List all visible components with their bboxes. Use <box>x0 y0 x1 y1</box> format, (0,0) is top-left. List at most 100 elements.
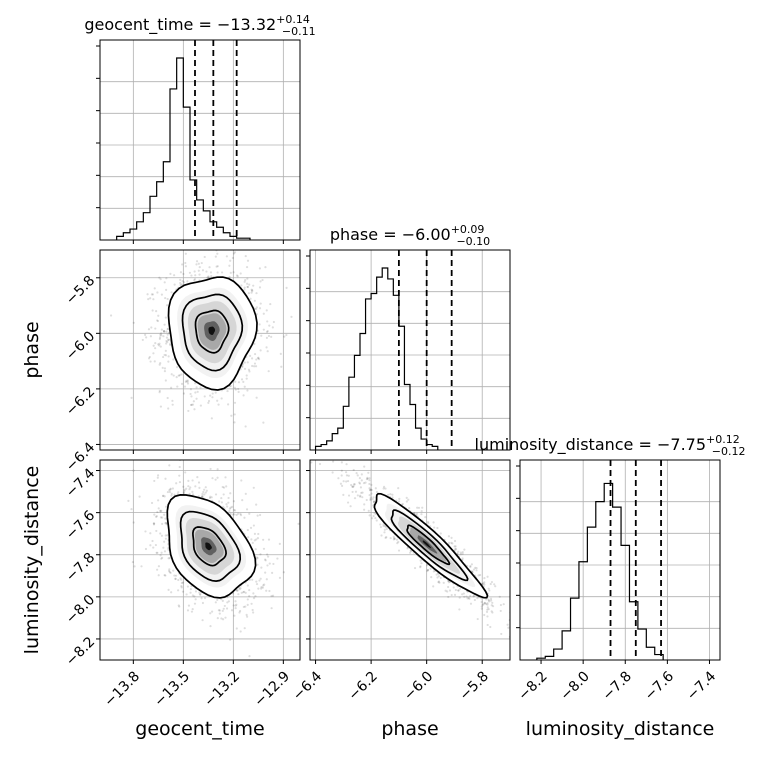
scatter-point <box>487 599 490 602</box>
scatter-point <box>163 367 167 370</box>
scatter-point <box>262 421 265 424</box>
scatter-point <box>427 522 430 525</box>
scatter-point <box>258 579 261 582</box>
scatter-point <box>467 596 470 599</box>
scatter-point <box>242 605 245 609</box>
hist-bin <box>332 434 338 450</box>
scatter-point <box>152 352 155 355</box>
scatter-point <box>225 503 228 506</box>
scatter-point <box>226 505 229 508</box>
contour-line <box>192 526 227 567</box>
scatter-point <box>152 344 155 347</box>
scatter-point <box>368 514 371 517</box>
scatter-point <box>156 319 159 322</box>
scatter-point <box>162 330 166 333</box>
scatter-point <box>160 293 164 296</box>
scatter-point <box>198 591 201 594</box>
scatter-point <box>163 281 166 284</box>
scatter-point <box>216 476 219 479</box>
scatter-point <box>156 551 159 554</box>
scatter-point <box>256 514 259 517</box>
hist-bin <box>143 213 150 240</box>
scatter-point <box>163 573 166 577</box>
scatter-point <box>159 532 162 535</box>
scatter-point <box>216 265 219 268</box>
scatter-point <box>220 397 223 400</box>
scatter-point <box>175 376 178 379</box>
scatter-point <box>159 362 162 365</box>
hist-bin <box>621 545 629 660</box>
scatter-point <box>247 292 250 295</box>
scatter-point <box>220 271 224 274</box>
scatter-point <box>437 575 441 578</box>
scatter-point <box>216 399 219 402</box>
scatter-point <box>361 491 364 494</box>
scatter-point <box>152 522 155 525</box>
scatter-point <box>187 409 190 413</box>
scatter-point <box>261 586 264 589</box>
scatter-point <box>158 276 161 279</box>
scatter-point <box>163 540 166 543</box>
x-tick-label: −7.8 <box>600 668 635 703</box>
scatter-point <box>459 587 462 590</box>
scatter-point <box>429 567 432 570</box>
scatter-point <box>155 515 158 518</box>
scatter-point <box>374 487 377 490</box>
scatter-point <box>372 500 375 504</box>
scatter-point <box>229 506 232 509</box>
scatter-point <box>159 510 162 513</box>
scatter-point <box>168 557 171 560</box>
scatter-point <box>250 538 253 541</box>
x-tick-label: −13.8 <box>101 668 143 710</box>
scatter-point <box>450 536 453 539</box>
scatter-point <box>167 569 171 573</box>
scatter-point <box>361 496 364 499</box>
scatter-point <box>177 604 180 607</box>
contour-line <box>373 492 489 599</box>
scatter-point <box>175 482 178 485</box>
scatter-point <box>448 589 452 592</box>
contour-line <box>167 276 258 391</box>
scatter-point <box>358 482 362 485</box>
scatter-point <box>259 349 262 352</box>
scatter-point <box>245 508 249 511</box>
scatter-point <box>340 469 343 472</box>
scatter-point <box>382 485 386 488</box>
scatter-point <box>368 482 371 486</box>
scatter-point <box>457 550 460 553</box>
scatter-point <box>182 491 185 494</box>
scatter-point <box>476 617 479 621</box>
scatter-point <box>419 566 422 569</box>
scatter-point <box>227 496 230 500</box>
scatter-point <box>444 589 447 592</box>
scatter-point <box>416 506 419 509</box>
scatter-point <box>240 479 243 482</box>
scatter-point <box>266 555 270 558</box>
scatter-point <box>234 380 237 383</box>
scatter-point <box>483 581 486 584</box>
scatter-point <box>164 316 167 319</box>
scatter-point <box>152 298 155 301</box>
scatter-point <box>346 501 350 504</box>
scatter-point <box>401 502 404 506</box>
scatter-point <box>190 610 194 613</box>
scatter-point <box>172 569 175 572</box>
scatter-point <box>229 492 232 495</box>
scatter-point <box>147 357 151 360</box>
y-tick-label: −8.2 <box>63 634 98 669</box>
scatter-point <box>130 508 133 511</box>
scatter-point <box>225 607 229 610</box>
scatter-point <box>345 458 347 460</box>
scatter-point <box>243 286 246 289</box>
scatter-point <box>198 273 201 276</box>
scatter-point <box>177 491 180 494</box>
scatter-point <box>160 551 163 554</box>
scatter-point <box>178 465 181 469</box>
scatter-point <box>149 297 152 300</box>
title-sup: +0.14 <box>276 13 310 26</box>
scatter-point <box>462 592 465 595</box>
scatter-point <box>256 537 260 540</box>
scatter-point <box>182 281 186 284</box>
scatter-point <box>243 385 246 388</box>
scatter-point <box>155 551 158 554</box>
